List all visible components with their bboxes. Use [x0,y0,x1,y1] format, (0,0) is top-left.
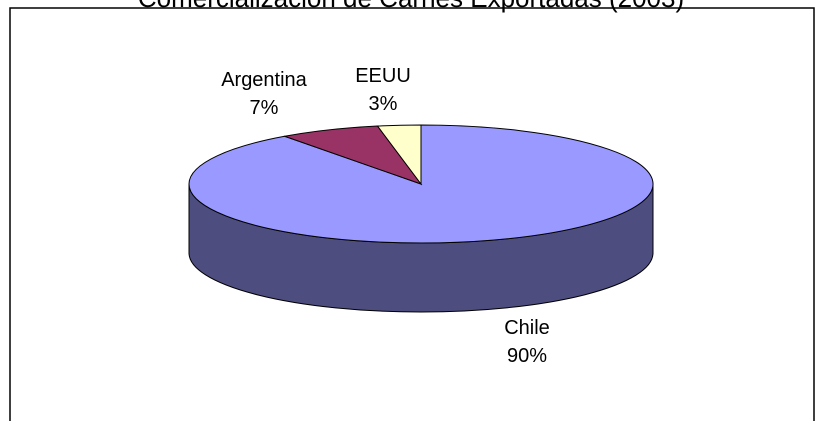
pie-tops [188,124,654,244]
chart-border [9,7,815,421]
value-label-eeuu: 3% [369,93,398,115]
label-eeuu: EEUU [355,65,411,87]
value-label-chile: 90% [507,345,547,367]
label-chile: Chile [504,317,550,339]
chart-title: Comercialización de Carnes Exportadas (2… [0,0,822,14]
label-argentina: Argentina [221,69,307,91]
pie-labels: Chile 90% Argentina 7% EEUU 3% [221,65,550,367]
value-label-argentina: 7% [250,97,279,119]
slice-argentina [282,125,423,186]
slice-eeuu [376,124,422,186]
